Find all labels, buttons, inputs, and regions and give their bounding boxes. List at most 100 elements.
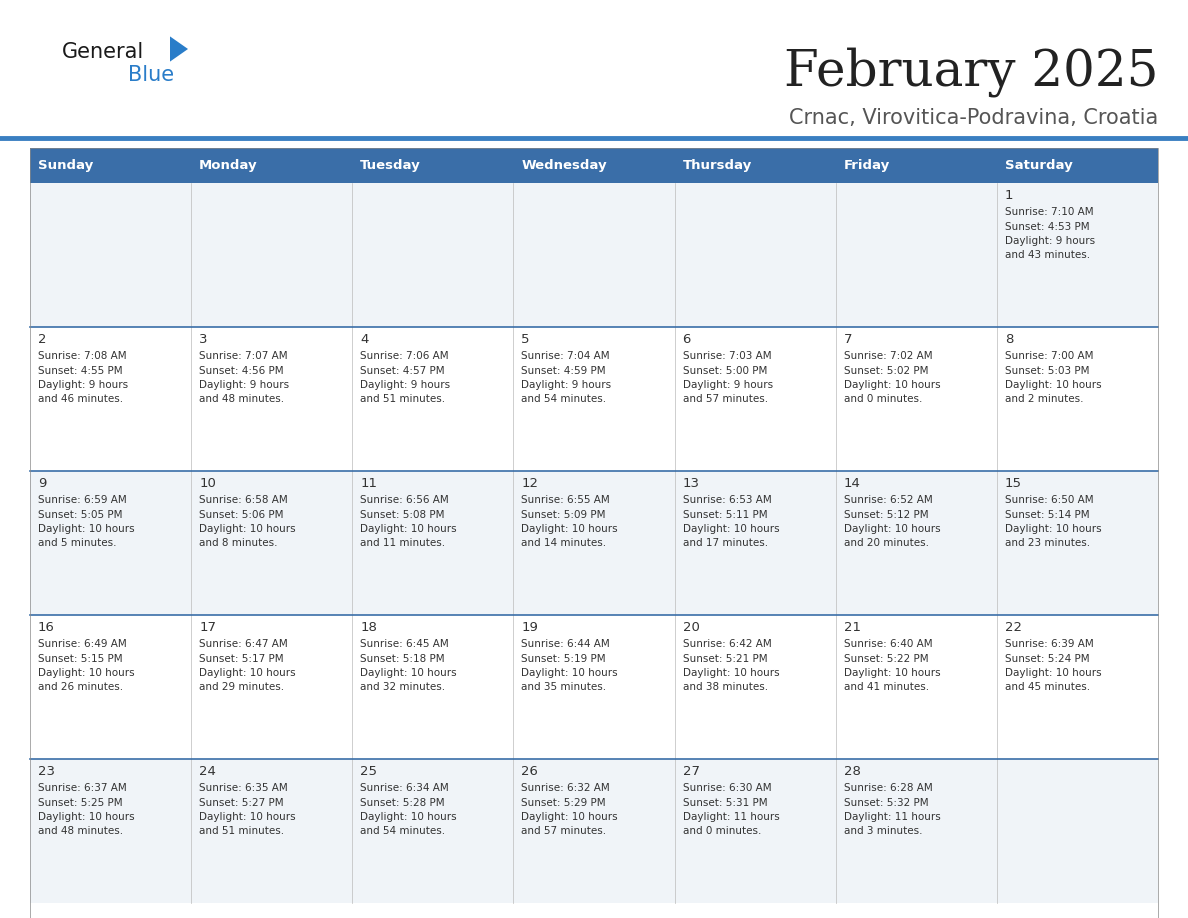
Text: Sunrise: 6:44 AM: Sunrise: 6:44 AM — [522, 639, 611, 649]
Text: Sunrise: 6:45 AM: Sunrise: 6:45 AM — [360, 639, 449, 649]
Text: Sunrise: 7:00 AM: Sunrise: 7:00 AM — [1005, 351, 1093, 361]
Text: and 0 minutes.: and 0 minutes. — [683, 826, 762, 836]
Text: Sunset: 5:09 PM: Sunset: 5:09 PM — [522, 509, 606, 520]
Text: Sunset: 5:00 PM: Sunset: 5:00 PM — [683, 365, 767, 375]
Text: and 57 minutes.: and 57 minutes. — [522, 826, 607, 836]
Text: Sunrise: 6:35 AM: Sunrise: 6:35 AM — [200, 783, 287, 793]
Text: and 48 minutes.: and 48 minutes. — [200, 395, 284, 405]
Bar — [30, 183, 1158, 327]
Text: Sunrise: 7:03 AM: Sunrise: 7:03 AM — [683, 351, 771, 361]
Text: 7: 7 — [843, 333, 852, 346]
Text: Daylight: 10 hours: Daylight: 10 hours — [683, 668, 779, 678]
Text: and 54 minutes.: and 54 minutes. — [522, 395, 607, 405]
Bar — [30, 148, 1158, 918]
Text: 8: 8 — [1005, 333, 1013, 346]
Text: and 32 minutes.: and 32 minutes. — [360, 682, 446, 692]
Text: Sunrise: 7:07 AM: Sunrise: 7:07 AM — [200, 351, 287, 361]
Bar — [835, 148, 997, 183]
Text: and 23 minutes.: and 23 minutes. — [1005, 539, 1089, 548]
Text: 19: 19 — [522, 621, 538, 634]
Text: Sunrise: 7:10 AM: Sunrise: 7:10 AM — [1005, 207, 1093, 217]
Text: 6: 6 — [683, 333, 691, 346]
Text: and 3 minutes.: and 3 minutes. — [843, 826, 922, 836]
Text: Sunset: 5:24 PM: Sunset: 5:24 PM — [1005, 654, 1089, 664]
Text: Sunset: 5:22 PM: Sunset: 5:22 PM — [843, 654, 928, 664]
Text: Sunset: 5:29 PM: Sunset: 5:29 PM — [522, 798, 606, 808]
Text: Sunset: 4:57 PM: Sunset: 4:57 PM — [360, 365, 446, 375]
Bar — [997, 148, 1158, 183]
Text: Sunset: 5:05 PM: Sunset: 5:05 PM — [38, 509, 122, 520]
Text: 24: 24 — [200, 765, 216, 778]
Text: 26: 26 — [522, 765, 538, 778]
Text: Sunset: 5:15 PM: Sunset: 5:15 PM — [38, 654, 122, 664]
Text: 1: 1 — [1005, 189, 1013, 202]
Bar — [30, 148, 191, 183]
Text: 17: 17 — [200, 621, 216, 634]
Text: Monday: Monday — [200, 159, 258, 172]
Text: and 43 minutes.: and 43 minutes. — [1005, 251, 1089, 261]
Text: Daylight: 10 hours: Daylight: 10 hours — [200, 812, 296, 822]
Text: Daylight: 10 hours: Daylight: 10 hours — [843, 524, 941, 534]
Text: 15: 15 — [1005, 477, 1022, 490]
Text: 28: 28 — [843, 765, 860, 778]
Text: Sunset: 5:31 PM: Sunset: 5:31 PM — [683, 798, 767, 808]
Text: Sunday: Sunday — [38, 159, 93, 172]
Text: and 41 minutes.: and 41 minutes. — [843, 682, 929, 692]
Text: Sunset: 5:19 PM: Sunset: 5:19 PM — [522, 654, 606, 664]
Text: Sunrise: 6:42 AM: Sunrise: 6:42 AM — [683, 639, 771, 649]
Text: Sunset: 5:03 PM: Sunset: 5:03 PM — [1005, 365, 1089, 375]
Text: Daylight: 10 hours: Daylight: 10 hours — [522, 524, 618, 534]
Text: Sunset: 4:59 PM: Sunset: 4:59 PM — [522, 365, 606, 375]
Text: Daylight: 9 hours: Daylight: 9 hours — [38, 380, 128, 390]
Text: 11: 11 — [360, 477, 378, 490]
Text: Sunrise: 6:52 AM: Sunrise: 6:52 AM — [843, 495, 933, 505]
Text: Sunrise: 7:08 AM: Sunrise: 7:08 AM — [38, 351, 127, 361]
Bar — [191, 148, 353, 183]
Text: Sunset: 5:18 PM: Sunset: 5:18 PM — [360, 654, 446, 664]
Text: Daylight: 10 hours: Daylight: 10 hours — [522, 668, 618, 678]
Text: Sunset: 5:32 PM: Sunset: 5:32 PM — [843, 798, 928, 808]
Text: Saturday: Saturday — [1005, 159, 1073, 172]
Text: Daylight: 9 hours: Daylight: 9 hours — [522, 380, 612, 390]
Text: Daylight: 10 hours: Daylight: 10 hours — [38, 812, 134, 822]
Bar — [513, 148, 675, 183]
Bar — [30, 759, 1158, 903]
Text: Daylight: 9 hours: Daylight: 9 hours — [683, 380, 772, 390]
Text: 22: 22 — [1005, 621, 1022, 634]
Text: Daylight: 10 hours: Daylight: 10 hours — [200, 668, 296, 678]
Text: February 2025: February 2025 — [784, 47, 1158, 97]
Text: Daylight: 9 hours: Daylight: 9 hours — [200, 380, 289, 390]
Text: Sunset: 5:28 PM: Sunset: 5:28 PM — [360, 798, 446, 808]
Text: Sunset: 5:02 PM: Sunset: 5:02 PM — [843, 365, 928, 375]
Text: 10: 10 — [200, 477, 216, 490]
Text: and 29 minutes.: and 29 minutes. — [200, 682, 284, 692]
Text: Daylight: 10 hours: Daylight: 10 hours — [843, 668, 941, 678]
Bar — [675, 148, 835, 183]
Text: Daylight: 11 hours: Daylight: 11 hours — [683, 812, 779, 822]
Text: Daylight: 10 hours: Daylight: 10 hours — [1005, 524, 1101, 534]
Text: Sunset: 5:14 PM: Sunset: 5:14 PM — [1005, 509, 1089, 520]
Text: Friday: Friday — [843, 159, 890, 172]
Text: Crnac, Virovitica-Podravina, Croatia: Crnac, Virovitica-Podravina, Croatia — [789, 108, 1158, 128]
Text: Sunset: 4:53 PM: Sunset: 4:53 PM — [1005, 221, 1089, 231]
Text: Daylight: 10 hours: Daylight: 10 hours — [38, 524, 134, 534]
Text: Daylight: 10 hours: Daylight: 10 hours — [360, 668, 457, 678]
Text: Sunrise: 7:02 AM: Sunrise: 7:02 AM — [843, 351, 933, 361]
Text: Sunrise: 6:34 AM: Sunrise: 6:34 AM — [360, 783, 449, 793]
Text: Sunset: 5:25 PM: Sunset: 5:25 PM — [38, 798, 122, 808]
Text: 23: 23 — [38, 765, 55, 778]
Text: and 45 minutes.: and 45 minutes. — [1005, 682, 1089, 692]
Text: Sunrise: 6:59 AM: Sunrise: 6:59 AM — [38, 495, 127, 505]
Text: Daylight: 11 hours: Daylight: 11 hours — [843, 812, 941, 822]
Text: and 48 minutes.: and 48 minutes. — [38, 826, 124, 836]
Bar — [30, 615, 1158, 759]
Text: Sunrise: 6:39 AM: Sunrise: 6:39 AM — [1005, 639, 1094, 649]
Text: 21: 21 — [843, 621, 861, 634]
Text: Sunset: 5:06 PM: Sunset: 5:06 PM — [200, 509, 284, 520]
Text: 9: 9 — [38, 477, 46, 490]
Text: Daylight: 9 hours: Daylight: 9 hours — [360, 380, 450, 390]
Text: Daylight: 10 hours: Daylight: 10 hours — [200, 524, 296, 534]
Text: Sunrise: 6:56 AM: Sunrise: 6:56 AM — [360, 495, 449, 505]
Text: and 2 minutes.: and 2 minutes. — [1005, 395, 1083, 405]
Text: Daylight: 10 hours: Daylight: 10 hours — [360, 812, 457, 822]
